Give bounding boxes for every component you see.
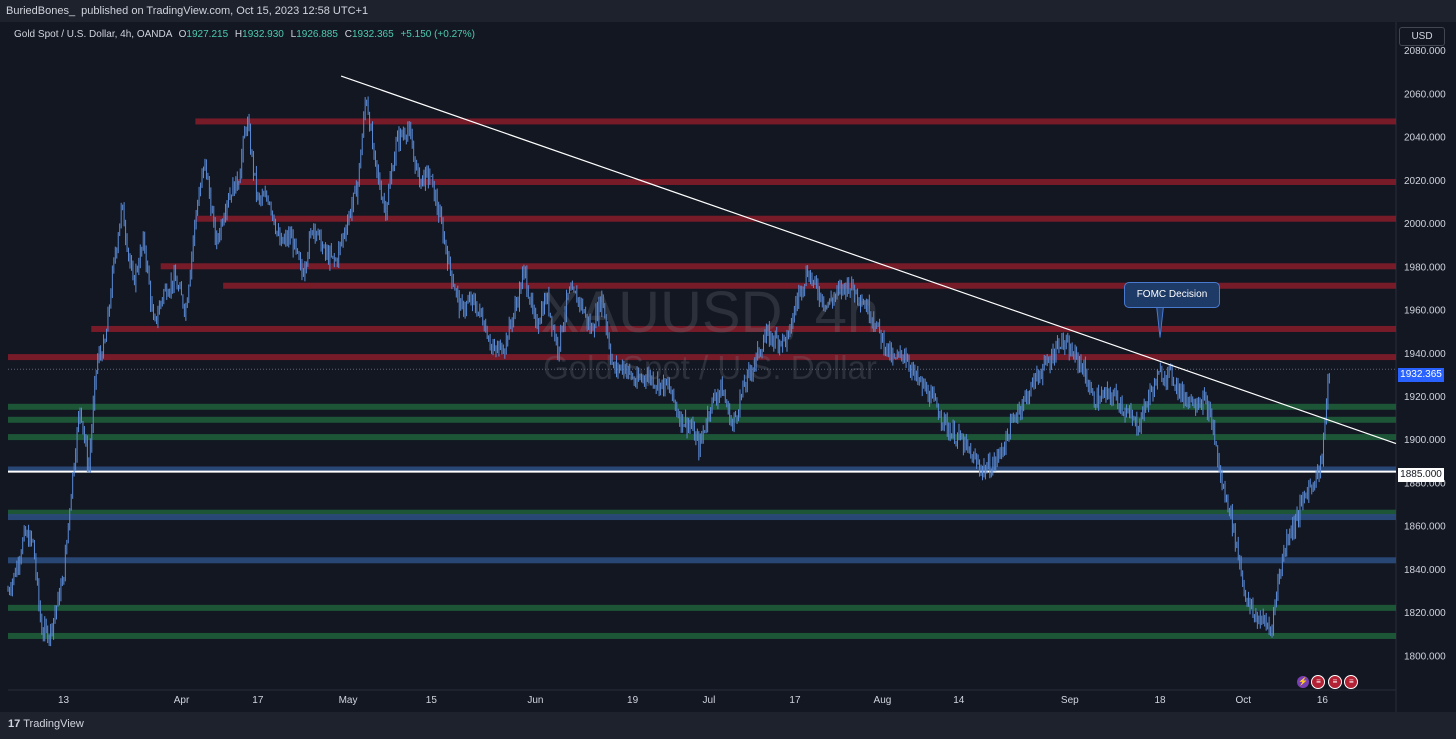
- high-label: H: [234, 29, 243, 40]
- us-flag-icon[interactable]: ≡: [1327, 675, 1342, 689]
- trendline: [340, 75, 1397, 445]
- support-zone: [8, 403, 1396, 410]
- y-tick-label: 1840.000: [1404, 565, 1446, 576]
- publish-header: BuriedBones_ published on TradingView.co…: [0, 0, 1456, 22]
- open-value: 1927.215: [186, 29, 229, 40]
- x-tick-label: 18: [1154, 695, 1166, 706]
- resistance-zone: [237, 178, 1396, 185]
- x-tick-label: Sep: [1061, 695, 1079, 706]
- x-tick-label: 16: [1317, 695, 1329, 706]
- lightning-icon[interactable]: ⚡: [1297, 676, 1309, 688]
- y-tick-label: 2000.000: [1404, 219, 1446, 230]
- y-tick-label: 1820.000: [1404, 608, 1446, 619]
- support-zone: [8, 416, 1396, 423]
- low-label: L: [290, 29, 297, 40]
- tradingview-logo[interactable]: 17 TradingView: [8, 718, 84, 730]
- y-tick-label: 1800.000: [1404, 651, 1446, 662]
- x-tick-label: Jul: [703, 695, 716, 706]
- x-tick-label: 14: [953, 695, 965, 706]
- y-tick-label: 2080.000: [1404, 46, 1446, 57]
- resistance-zone: [160, 263, 1397, 270]
- y-tick-label: 1860.000: [1404, 522, 1446, 533]
- currency-selector[interactable]: USD: [1399, 27, 1445, 46]
- y-tick-label: 1900.000: [1404, 435, 1446, 446]
- y-tick-label: 2060.000: [1404, 89, 1446, 100]
- tv-logo-mark: 17: [8, 718, 21, 730]
- level-price-tag: 1885.000: [1398, 468, 1444, 482]
- support-zone: [8, 604, 1396, 611]
- x-tick-label: Oct: [1236, 695, 1252, 706]
- close-label: C: [344, 29, 352, 40]
- us-flag-icon[interactable]: ≡: [1311, 675, 1326, 689]
- x-tick-label: 19: [627, 695, 639, 706]
- price-chart[interactable]: 1800.000 1820.000 1840.000 1860.000 1880.000…: [0, 0, 1456, 712]
- y-tick-label: 1960.000: [1404, 306, 1446, 317]
- event-icons: ⚡ ≡ ≡ ≡: [1297, 671, 1359, 689]
- chart-area[interactable]: [8, 22, 1448, 712]
- x-tick-label: 17: [252, 695, 264, 706]
- y-tick-label: 1940.000: [1404, 349, 1446, 360]
- price-axis: [1396, 22, 1456, 690]
- resistance-zone: [91, 325, 1396, 332]
- support-zone: [8, 632, 1396, 639]
- y-tick-label: 2040.000: [1404, 133, 1446, 144]
- support-zone: [8, 514, 1396, 521]
- x-tick-label: 15: [426, 695, 438, 706]
- x-tick-label: Apr: [174, 695, 190, 706]
- change-value: +5.150 (+0.27%): [400, 29, 475, 40]
- footer-bar: [0, 712, 1456, 739]
- fomc-callout[interactable]: FOMC Decision: [1124, 282, 1220, 308]
- open-label: O: [178, 29, 187, 40]
- support-zone: [8, 466, 1396, 473]
- high-value: 1932.930: [242, 29, 284, 40]
- x-tick-label: Jun: [527, 695, 543, 706]
- resistance-zone: [195, 118, 1396, 125]
- resistance-zone: [8, 354, 1396, 361]
- resistance-zone: [223, 282, 1396, 289]
- publish-info: published on TradingView.com, Oct 15, 20…: [81, 5, 369, 17]
- last-price-tag: 1932.365: [1398, 368, 1444, 382]
- low-value: 1926.885: [296, 29, 338, 40]
- us-flag-icon[interactable]: ≡: [1344, 675, 1359, 689]
- x-tick-label: 17: [789, 695, 801, 706]
- support-zone: [8, 557, 1396, 564]
- symbol-legend: Gold Spot / U.S. Dollar, 4h, OANDA O1927…: [14, 29, 475, 40]
- y-tick-label: 2020.000: [1404, 176, 1446, 187]
- close-value: 1932.365: [351, 29, 394, 40]
- y-tick-label: 1880.000: [1404, 478, 1446, 489]
- x-tick-label: 13: [58, 695, 70, 706]
- x-tick-label: Aug: [874, 695, 892, 706]
- resistance-zone: [195, 215, 1396, 222]
- tv-logo-text: TradingView: [23, 718, 84, 730]
- y-tick-label: 1920.000: [1404, 392, 1446, 403]
- author-name[interactable]: BuriedBones_: [6, 5, 76, 17]
- y-tick-label: 1980.000: [1404, 262, 1446, 273]
- symbol-name[interactable]: Gold Spot / U.S. Dollar, 4h, OANDA: [14, 29, 172, 40]
- support-zone: [8, 509, 1396, 516]
- x-tick-label: May: [339, 695, 358, 706]
